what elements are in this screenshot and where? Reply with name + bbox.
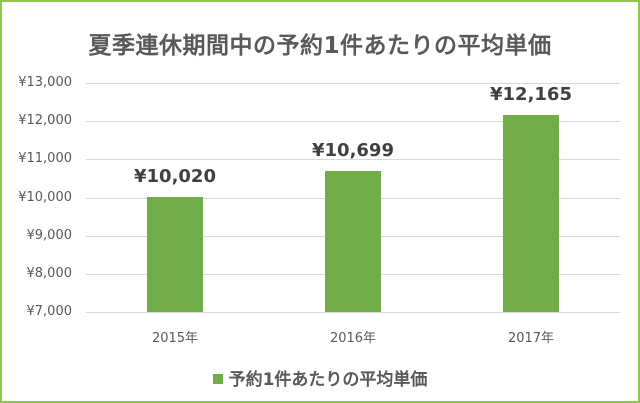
- legend: 予約1件あたりの平均単価: [2, 365, 638, 390]
- x-tick-label: 2015年: [151, 331, 199, 346]
- bar-2017年[interactable]: [503, 114, 559, 312]
- legend-swatch-icon: [212, 374, 223, 384]
- y-tick-label: ¥12,000: [18, 113, 72, 129]
- y-tick-label: ¥9,000: [26, 227, 73, 243]
- y-tick-label: ¥11,000: [18, 151, 72, 167]
- bar-2016年[interactable]: [325, 170, 381, 312]
- gridline: [86, 121, 620, 123]
- gridline: [86, 159, 620, 161]
- chart-title: 夏季連休期間中の予約1件あたりの平均単価: [88, 33, 552, 59]
- data-label: ¥10,020: [134, 165, 216, 187]
- bar-2015年[interactable]: [147, 196, 203, 312]
- y-tick-label: ¥13,000: [18, 75, 72, 90]
- data-label: ¥12,165: [490, 83, 572, 105]
- x-tick-label: 2016年: [329, 331, 377, 346]
- y-tick-label: ¥8,000: [26, 265, 73, 281]
- gridline: [86, 312, 620, 313]
- y-tick-label: ¥7,000: [26, 304, 73, 319]
- x-tick-label: 2017年: [507, 331, 555, 346]
- data-label: ¥10,699: [312, 139, 394, 161]
- gridline: [86, 83, 620, 84]
- legend-label: 予約1件あたりの平均単価: [228, 370, 428, 390]
- y-tick-label: ¥10,000: [18, 189, 72, 205]
